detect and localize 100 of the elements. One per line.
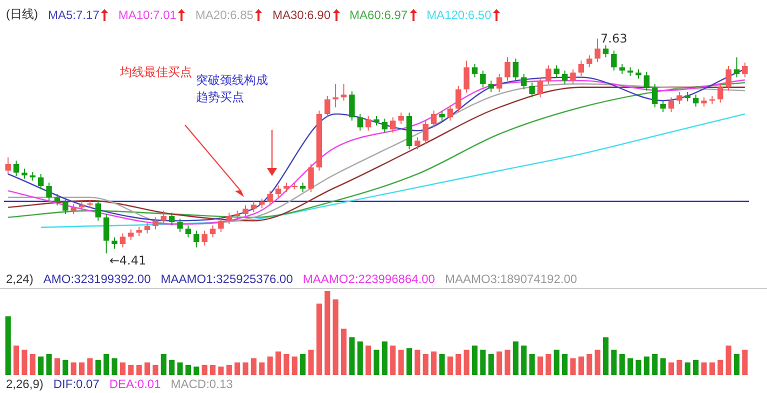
- candlestick: [422, 120, 428, 144]
- bar: [439, 354, 445, 375]
- candlestick: [5, 156, 11, 175]
- candlestick: [701, 96, 707, 108]
- text: MACD:0.13: [170, 377, 233, 391]
- candlestick: [726, 65, 732, 92]
- candlestick: [308, 164, 314, 193]
- text: AMO:323199392.00: [43, 272, 151, 286]
- bar: [202, 364, 208, 375]
- candlestick: [70, 204, 76, 215]
- candlestick: [520, 73, 527, 90]
- candlestick: [54, 194, 60, 206]
- bar: [30, 354, 36, 375]
- bar: [619, 354, 625, 375]
- candlestick: [660, 100, 666, 112]
- bar: [693, 360, 699, 375]
- candlestick: [324, 95, 330, 118]
- bar: [194, 366, 200, 375]
- candlestick: [570, 68, 576, 84]
- bar: [586, 354, 592, 375]
- bar: [554, 350, 560, 375]
- candlestick: [382, 118, 388, 134]
- candlestick: [430, 110, 437, 128]
- bar: [366, 346, 372, 375]
- bar: [496, 351, 502, 375]
- bar: [480, 350, 486, 375]
- bar: [701, 362, 707, 375]
- candlestick: [194, 230, 200, 248]
- candlestick: [267, 190, 273, 206]
- candlestick: [447, 104, 454, 122]
- bar: [87, 358, 93, 375]
- candlestick: [529, 82, 535, 98]
- text: MA20:6.85: [195, 8, 254, 22]
- candlestick: [488, 80, 494, 92]
- bar: [250, 358, 256, 375]
- bar: [406, 348, 412, 375]
- candlestick: [619, 63, 625, 74]
- bar: [160, 354, 166, 375]
- bar: [521, 346, 527, 375]
- bar: [472, 346, 478, 375]
- candlestick: [62, 198, 68, 215]
- bar: [611, 350, 617, 375]
- bar: [332, 299, 338, 375]
- bar: [259, 362, 265, 375]
- text: MA60:6.97: [350, 8, 408, 22]
- bar: [267, 356, 273, 375]
- bar: [546, 354, 552, 375]
- bar: [349, 337, 355, 375]
- annotation: 均线最佳买点: [120, 65, 192, 79]
- text: MA30:6.90: [272, 8, 331, 22]
- candlestick: [340, 83, 347, 102]
- bar: [594, 350, 600, 375]
- bar: [120, 362, 126, 375]
- candlestick: [38, 174, 44, 190]
- bar: [709, 362, 715, 375]
- annotation: 突破颈线构成趋势买点: [196, 72, 269, 106]
- candlestick: [512, 58, 519, 82]
- text: DIF:0.07: [53, 377, 100, 391]
- candlestick: [210, 224, 216, 238]
- bar: [456, 354, 462, 375]
- bar: [5, 316, 11, 375]
- candlestick: [414, 136, 420, 150]
- candlestick: [586, 54, 592, 68]
- text: 2,26,9): [6, 377, 44, 391]
- bar: [504, 350, 510, 375]
- bar: [464, 350, 470, 375]
- bar: [644, 356, 650, 375]
- bar: [676, 360, 682, 375]
- annotation: ←4.41: [109, 253, 146, 268]
- bar: [382, 341, 388, 375]
- bar: [734, 354, 740, 375]
- candlestick: [22, 168, 28, 180]
- bar: [70, 362, 76, 375]
- candlestick: [95, 200, 102, 222]
- bar: [112, 358, 118, 375]
- bar: [718, 360, 724, 375]
- candlestick: [226, 212, 232, 225]
- bar: [684, 362, 690, 375]
- candlestick: [537, 76, 544, 98]
- candlestick: [300, 182, 306, 193]
- bar: [13, 346, 20, 375]
- text: MA10:7.01: [118, 8, 176, 22]
- bar: [316, 304, 322, 375]
- bar: [742, 350, 748, 375]
- candlestick: [365, 115, 372, 132]
- candlestick: [120, 232, 126, 248]
- text: MAAMO3:189074192.00: [444, 272, 578, 286]
- candlestick: [390, 116, 396, 134]
- candlestick: [464, 60, 470, 94]
- bar: [46, 354, 52, 375]
- candlestick: [562, 70, 568, 84]
- candlestick: [496, 73, 502, 92]
- bar: [602, 337, 609, 375]
- bar: [390, 346, 396, 375]
- bar: [726, 346, 732, 375]
- candlestick: [504, 56, 510, 82]
- candlestick: [554, 64, 560, 78]
- bar: [308, 350, 314, 375]
- text: MAAMO2:223996864.00: [302, 272, 435, 286]
- candlestick: [742, 62, 748, 78]
